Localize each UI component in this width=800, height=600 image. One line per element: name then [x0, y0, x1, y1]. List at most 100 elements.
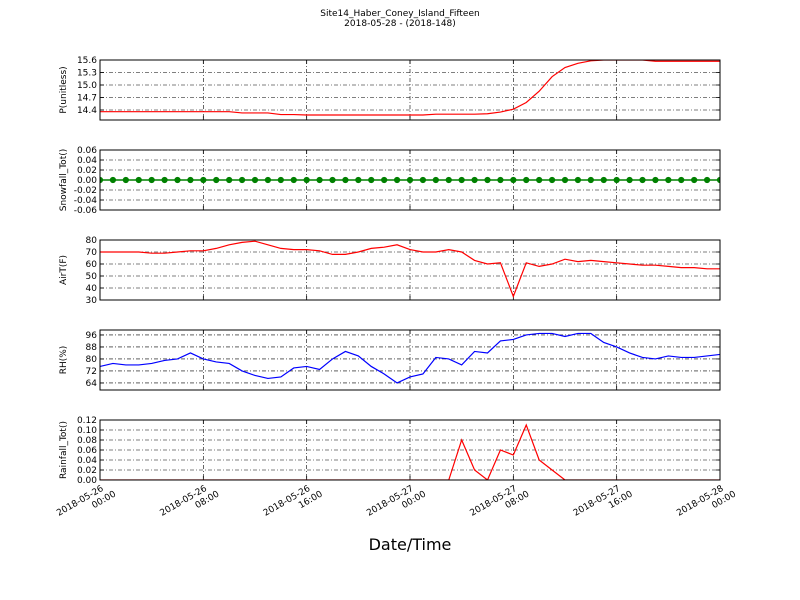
- data-point: [174, 176, 181, 184]
- y-tick-label: -0.06: [74, 206, 98, 216]
- y-tick-label: 15.6: [77, 56, 97, 66]
- data-point: [419, 176, 427, 184]
- y-tick-label: 0.10: [77, 426, 97, 436]
- data-point: [613, 176, 620, 184]
- data-point: [342, 176, 349, 184]
- plot-area: [100, 176, 720, 184]
- y-tick-label: 14.7: [77, 94, 97, 104]
- data-point: [471, 176, 478, 184]
- data-point: [652, 176, 659, 184]
- data-point: [226, 176, 233, 184]
- data-point: [381, 176, 388, 184]
- data-point: [316, 176, 323, 184]
- data-point: [523, 176, 530, 184]
- axes-frame: [99, 329, 721, 391]
- y-tick-label: 80: [86, 355, 98, 365]
- data-point: [574, 176, 582, 184]
- y-axis-label: Snowfall_Tot(): [59, 149, 69, 212]
- data-point: [716, 176, 720, 184]
- y-tick-label: 0.08: [77, 436, 97, 446]
- data-point: [135, 176, 142, 184]
- plot-area: [100, 332, 720, 384]
- figure-subtitle: 2018-05-28 - (2018-148): [344, 19, 456, 29]
- y-tick-label: -0.02: [74, 186, 97, 196]
- y-tick-label: -0.04: [74, 196, 98, 206]
- y-axis-label: Rainfall_Tot(): [59, 421, 69, 479]
- data-point: [548, 176, 556, 184]
- axes-frame: [99, 59, 721, 121]
- data-line: [100, 332, 720, 384]
- figure-title: Site14_Haber_Coney_Island_Fifteen: [320, 9, 479, 19]
- y-axis-label: P(unitless): [59, 66, 69, 113]
- data-point: [600, 176, 607, 184]
- y-tick-label: 0.06: [77, 446, 97, 456]
- data-point: [329, 176, 336, 184]
- y-tick-label: 70: [86, 248, 98, 258]
- y-tick-label: 30: [86, 296, 98, 306]
- data-point: [109, 176, 117, 184]
- x-tick-label: 2018-05-2616:00: [262, 480, 325, 528]
- data-point: [536, 176, 543, 184]
- data-point: [445, 176, 452, 184]
- data-point: [497, 176, 504, 184]
- data-point: [122, 176, 129, 184]
- data-point: [510, 176, 517, 184]
- y-tick-label: 64: [86, 379, 98, 389]
- y-tick-label: 50: [86, 272, 98, 282]
- data-point: [213, 176, 220, 184]
- data-point: [639, 176, 646, 184]
- y-tick-label: 0.12: [77, 416, 97, 426]
- axes-frame: [99, 149, 721, 211]
- y-tick-label: 40: [86, 284, 98, 294]
- data-point: [587, 176, 594, 184]
- data-line: [100, 240, 720, 299]
- y-tick-label: 14.4: [77, 106, 97, 116]
- data-point: [703, 176, 711, 184]
- data-point: [277, 176, 284, 184]
- data-point: [264, 176, 272, 184]
- data-point: [406, 176, 414, 184]
- plot-area: [100, 60, 720, 116]
- data-point: [393, 176, 401, 184]
- x-tick-label: 2018-05-2600:00: [55, 480, 118, 528]
- axes-frame: [99, 239, 721, 301]
- y-tick-label: 0.00: [77, 476, 97, 486]
- data-point: [200, 176, 207, 184]
- data-point: [678, 176, 685, 184]
- data-point: [251, 176, 259, 184]
- y-tick-label: 0.04: [77, 156, 97, 166]
- x-tick-label: 2018-05-2708:00: [469, 480, 532, 528]
- x-tick-label: 2018-05-2716:00: [572, 480, 635, 528]
- data-point: [691, 176, 698, 184]
- data-point: [238, 176, 246, 184]
- data-point: [148, 176, 155, 184]
- data-point: [187, 176, 194, 184]
- data-point: [626, 176, 633, 184]
- x-axis-label: Date/Time: [369, 535, 452, 554]
- y-tick-label: 15.3: [77, 69, 97, 79]
- y-tick-label: 88: [86, 343, 98, 353]
- y-axis-label: AirT(F): [59, 255, 69, 285]
- data-point: [355, 176, 362, 184]
- data-point: [161, 176, 168, 184]
- data-point: [290, 176, 297, 184]
- data-point: [484, 176, 491, 184]
- y-tick-label: 60: [86, 260, 98, 270]
- data-point: [665, 176, 672, 184]
- y-tick-label: 0.02: [77, 166, 97, 176]
- x-tick-label: 2018-05-2700:00: [365, 480, 428, 528]
- y-tick-label: 0.06: [77, 146, 97, 156]
- y-tick-label: 0.00: [77, 176, 97, 186]
- x-tick-label: 2018-05-2608:00: [159, 480, 222, 528]
- data-point: [561, 176, 569, 184]
- y-tick-label: 0.02: [77, 466, 97, 476]
- y-tick-label: 96: [86, 331, 98, 341]
- axes-frame: [99, 419, 721, 481]
- y-tick-label: 72: [86, 367, 97, 377]
- data-point: [432, 176, 439, 184]
- plot-area: [100, 240, 720, 299]
- data-point: [458, 176, 465, 184]
- data-point: [368, 176, 375, 184]
- data-point: [303, 176, 310, 184]
